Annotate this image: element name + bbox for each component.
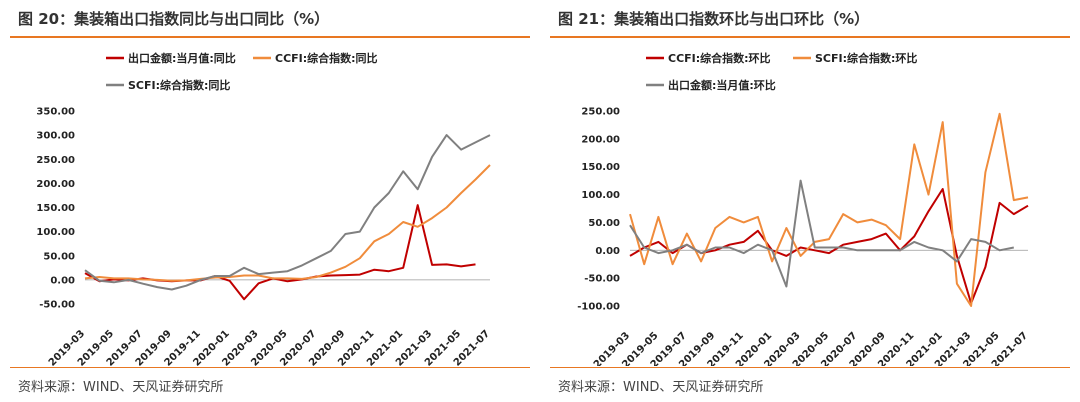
y-tick-label: 200.00: [36, 179, 75, 190]
right-panel: 图 21：集装箱出口指数环比与出口环比（%） CCFI:综合指数:环比 SCFI:…: [550, 0, 1070, 402]
legend-label: 出口金额:当月值:同比: [128, 51, 236, 65]
yoy-chart: 出口金额:当月值:同比 CCFI:综合指数:同比 SCFI:综合指数:同比 350.0…: [36, 51, 492, 366]
y-tick-label: 0.00: [50, 275, 75, 286]
legend-label: SCFI:综合指数:环比: [815, 51, 917, 65]
y-tick-label: -50.00: [39, 300, 75, 311]
y-tick-label: 150.00: [36, 203, 75, 214]
series-line: [629, 112, 1029, 307]
y-tick-label: 250.00: [581, 107, 620, 118]
y-tick-label: 100.00: [581, 190, 620, 201]
source-note: 资料来源：WIND、天风证券研究所: [18, 380, 224, 395]
y-tick-label: -50.00: [584, 274, 620, 285]
series-line: [84, 164, 491, 282]
legend-label: CCFI:综合指数:环比: [668, 51, 771, 65]
y-tick-label: 150.00: [581, 162, 620, 173]
left-panel: 图 20：集装箱出口指数同比与出口同比（%） 出口金额:当月值:同比 CCFI:综…: [10, 0, 530, 402]
y-tick-label: 100.00: [36, 227, 75, 238]
legend-label: CCFI:综合指数:同比: [275, 51, 378, 65]
y-tick-label: 250.00: [36, 155, 75, 166]
y-tick-label: 50.00: [43, 251, 75, 262]
chart-title: 图 21：集装箱出口指数环比与出口环比（%）: [558, 10, 870, 28]
series-line: [84, 134, 491, 291]
y-tick-label: 200.00: [581, 134, 620, 145]
source-rule: [10, 367, 530, 368]
series-line: [629, 179, 1014, 288]
y-tick-label: 0.00: [595, 246, 620, 257]
source-note: 资料来源：WIND、天风证券研究所: [558, 380, 764, 395]
title-rule: [550, 36, 1070, 38]
title-rule: [10, 36, 530, 38]
source-rule: [550, 367, 1070, 368]
y-tick-label: 50.00: [588, 218, 620, 229]
chart-title: 图 20：集装箱出口指数同比与出口同比（%）: [18, 10, 330, 28]
series-line: [84, 204, 476, 301]
y-tick-label: 300.00: [36, 131, 75, 142]
legend-label: SCFI:综合指数:同比: [128, 78, 230, 92]
y-tick-label: -100.00: [577, 302, 620, 313]
y-tick-label: 350.00: [36, 107, 75, 118]
legend-label: 出口金额:当月值:环比: [668, 78, 776, 92]
